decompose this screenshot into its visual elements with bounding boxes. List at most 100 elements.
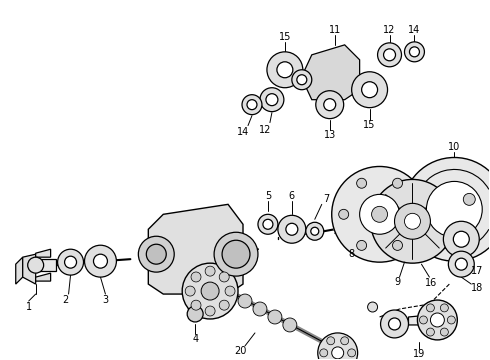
Circle shape [266, 94, 278, 106]
Circle shape [426, 181, 482, 237]
Circle shape [410, 47, 419, 57]
Text: 10: 10 [448, 141, 461, 152]
Circle shape [225, 286, 235, 296]
Circle shape [219, 300, 229, 310]
Circle shape [357, 178, 367, 188]
Circle shape [464, 193, 475, 205]
Circle shape [222, 240, 250, 268]
Circle shape [258, 214, 278, 234]
Circle shape [278, 215, 306, 243]
Text: 1: 1 [25, 302, 32, 312]
Circle shape [332, 166, 427, 262]
Circle shape [205, 306, 215, 316]
Circle shape [360, 194, 399, 234]
Text: 12: 12 [383, 25, 396, 35]
Text: 14: 14 [237, 127, 249, 136]
Circle shape [65, 256, 76, 268]
Circle shape [260, 88, 284, 112]
Circle shape [404, 42, 424, 62]
Circle shape [417, 300, 457, 340]
Circle shape [341, 337, 349, 345]
Text: 11: 11 [329, 25, 341, 35]
Text: 16: 16 [425, 278, 438, 288]
Circle shape [277, 62, 293, 78]
Circle shape [327, 337, 335, 345]
Circle shape [283, 318, 297, 332]
Circle shape [371, 206, 388, 222]
Polygon shape [409, 315, 429, 325]
Circle shape [147, 244, 166, 264]
Circle shape [419, 316, 427, 324]
Circle shape [201, 282, 219, 300]
Circle shape [447, 316, 455, 324]
Circle shape [441, 304, 448, 312]
Circle shape [443, 221, 479, 257]
Circle shape [58, 249, 83, 275]
Text: 15: 15 [364, 120, 376, 130]
Text: 2: 2 [62, 295, 69, 305]
Polygon shape [305, 45, 360, 100]
Text: 12: 12 [259, 125, 271, 135]
Text: 8: 8 [348, 249, 355, 259]
Circle shape [348, 349, 356, 357]
Circle shape [205, 266, 215, 276]
Circle shape [219, 272, 229, 282]
Text: 19: 19 [414, 349, 426, 359]
Text: 4: 4 [192, 334, 198, 344]
Circle shape [404, 213, 420, 229]
Text: 5: 5 [265, 192, 271, 201]
Circle shape [392, 178, 402, 188]
Circle shape [362, 82, 378, 98]
Circle shape [426, 304, 435, 312]
Circle shape [441, 328, 448, 336]
Circle shape [332, 347, 343, 359]
Polygon shape [23, 254, 36, 284]
Circle shape [411, 209, 420, 219]
Polygon shape [188, 294, 203, 314]
Polygon shape [36, 273, 50, 281]
Circle shape [316, 91, 343, 118]
Circle shape [339, 209, 349, 219]
Circle shape [381, 310, 409, 338]
Circle shape [286, 223, 298, 235]
Circle shape [94, 254, 107, 268]
Text: 14: 14 [408, 25, 420, 35]
Circle shape [297, 75, 307, 85]
Circle shape [378, 43, 401, 67]
Text: 20: 20 [234, 346, 246, 356]
Circle shape [191, 300, 201, 310]
Circle shape [394, 203, 430, 239]
Circle shape [263, 219, 273, 229]
Circle shape [306, 222, 324, 240]
Text: 15: 15 [279, 32, 291, 42]
Text: 13: 13 [323, 130, 336, 140]
Circle shape [448, 251, 474, 277]
Text: 18: 18 [471, 283, 483, 293]
Circle shape [214, 232, 258, 276]
Circle shape [352, 72, 388, 108]
Polygon shape [16, 257, 23, 284]
Circle shape [318, 333, 358, 360]
Polygon shape [36, 249, 50, 257]
Circle shape [185, 286, 195, 296]
Circle shape [253, 302, 267, 316]
Circle shape [138, 236, 174, 272]
Circle shape [368, 302, 378, 312]
Circle shape [267, 52, 303, 88]
Polygon shape [148, 204, 243, 294]
Text: 3: 3 [102, 295, 108, 305]
Circle shape [426, 328, 435, 336]
Circle shape [455, 258, 467, 270]
Circle shape [320, 349, 328, 357]
Circle shape [238, 294, 252, 308]
Circle shape [430, 313, 444, 327]
Circle shape [191, 272, 201, 282]
Polygon shape [36, 259, 55, 271]
Circle shape [384, 49, 395, 61]
Circle shape [370, 179, 454, 263]
Circle shape [242, 95, 262, 114]
Circle shape [268, 310, 282, 324]
Circle shape [453, 231, 469, 247]
Circle shape [84, 245, 117, 277]
Circle shape [402, 157, 490, 261]
